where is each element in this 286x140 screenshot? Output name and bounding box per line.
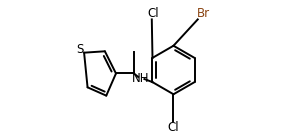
Text: Br: Br (197, 7, 210, 20)
Text: S: S (76, 43, 83, 56)
Text: Cl: Cl (168, 121, 179, 134)
Text: NH: NH (132, 72, 150, 85)
Text: Cl: Cl (147, 7, 159, 20)
